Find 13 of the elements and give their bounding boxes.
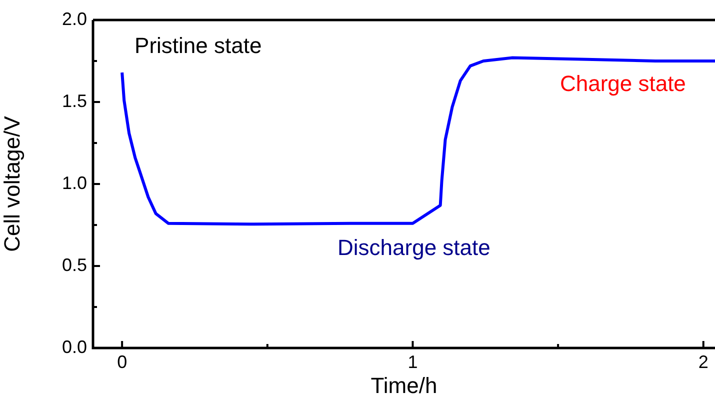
x-tick-label: 1 — [408, 352, 418, 372]
y-tick-label: 0.5 — [62, 254, 87, 275]
x-tick-label: 0 — [117, 352, 128, 372]
annotation: Charge state — [560, 71, 686, 96]
annotation: Pristine state — [134, 32, 262, 58]
y-axis-title: Cell voltage/V — [0, 116, 24, 252]
x-axis-title: Time/h — [370, 372, 438, 398]
y-tick-label: 0.0 — [62, 336, 87, 357]
x-tick-label: 2 — [698, 352, 708, 372]
y-tick-label: 2.0 — [62, 8, 87, 29]
y-tick-label: 1.0 — [62, 172, 87, 193]
y-tick-label: 1.5 — [62, 90, 87, 111]
annotation: Discharge state — [338, 235, 490, 260]
